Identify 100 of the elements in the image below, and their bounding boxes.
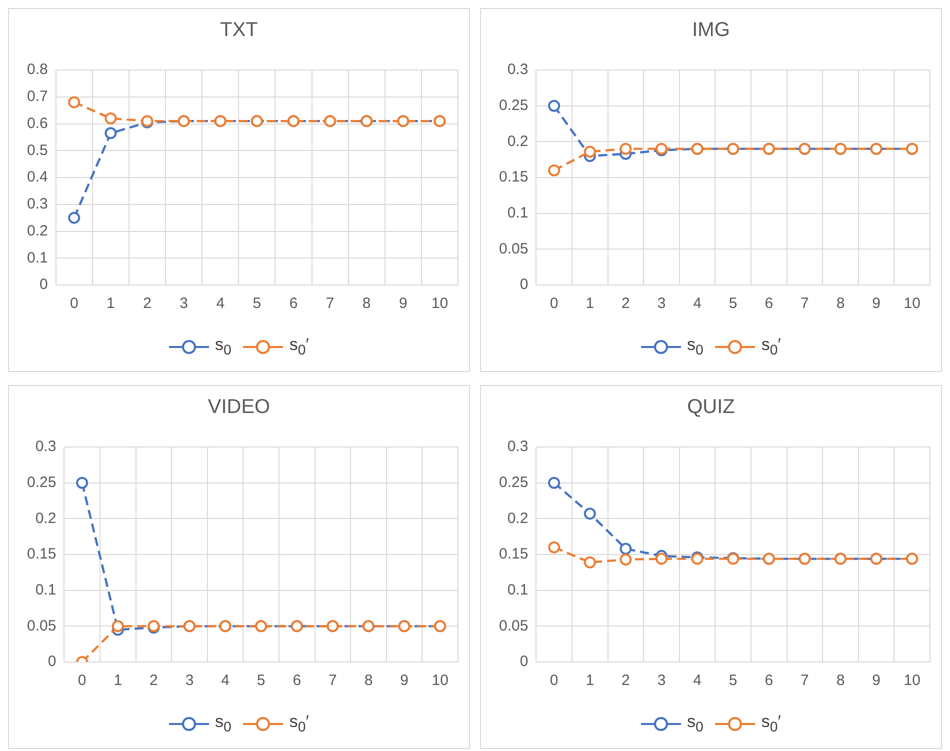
legend-label: s$_{0}$ bbox=[215, 712, 232, 736]
y-tick-label: 0.8 bbox=[26, 61, 48, 78]
y-tick-label: 0 bbox=[40, 276, 48, 294]
x-tick-label: 2 bbox=[150, 672, 158, 690]
x-tick-label: 10 bbox=[431, 295, 448, 312]
point bbox=[76, 476, 88, 489]
x-tick-label: 1 bbox=[114, 672, 122, 690]
x-tick-label: 5 bbox=[728, 295, 738, 312]
legend-label: s$_{0}$′ bbox=[761, 712, 781, 736]
x-tick-label: 9 bbox=[400, 672, 408, 690]
legend-label: s$_{0}$′ bbox=[761, 335, 781, 358]
point bbox=[584, 508, 596, 520]
y-tick-label: 0.6 bbox=[26, 114, 48, 132]
point bbox=[655, 552, 668, 565]
point bbox=[548, 541, 560, 554]
x-tick-label: 9 bbox=[398, 295, 408, 312]
x-tick-label: 3 bbox=[180, 295, 188, 312]
y-tick-label: 0.5 bbox=[26, 142, 48, 159]
chart-title: VIDEO bbox=[206, 396, 272, 419]
x-tick-label: 2 bbox=[143, 295, 152, 312]
y-tick-label: 0.1 bbox=[507, 204, 528, 222]
point bbox=[68, 96, 80, 108]
y-tick-label: 0.05 bbox=[498, 240, 528, 258]
point bbox=[104, 127, 117, 140]
point bbox=[584, 556, 596, 568]
legend-label: s$_{0}$ bbox=[215, 335, 232, 358]
y-tick-label: 0 bbox=[48, 653, 56, 670]
x-tick-label: 8 bbox=[364, 672, 373, 690]
y-tick-label: 0.2 bbox=[26, 222, 48, 240]
x-tick-label: 4 bbox=[693, 295, 702, 312]
x-tick-label: 5 bbox=[252, 295, 262, 312]
x-tick-label: 3 bbox=[657, 672, 666, 690]
x-tick-label: 8 bbox=[836, 672, 845, 690]
y-tick-label: 0.1 bbox=[26, 249, 48, 266]
y-tick-label: 0.2 bbox=[35, 510, 56, 527]
y-tick-label: 0.15 bbox=[498, 168, 528, 186]
x-tick-label: 1 bbox=[106, 295, 115, 312]
y-tick-label: 0.05 bbox=[26, 617, 56, 634]
x-tick-label: 8 bbox=[362, 295, 371, 312]
x-tick-label: 8 bbox=[836, 295, 845, 312]
y-tick-label: 0.1 bbox=[507, 581, 528, 598]
point bbox=[620, 142, 632, 155]
y-tick-label: 0.15 bbox=[498, 546, 528, 563]
x-tick-label: 5 bbox=[728, 672, 738, 690]
x-tick-label: 0 bbox=[550, 672, 558, 690]
x-tick-label: 9 bbox=[872, 295, 880, 312]
point bbox=[104, 112, 117, 124]
y-tick-label: 0.25 bbox=[498, 474, 528, 491]
x-tick-label: 10 bbox=[432, 672, 448, 690]
point bbox=[112, 620, 124, 632]
chart-title: IMG bbox=[691, 19, 731, 42]
x-tick-label: 7 bbox=[800, 672, 809, 690]
chart-title: QUIZ bbox=[686, 396, 736, 419]
x-tick-label: 0 bbox=[78, 672, 86, 690]
x-tick-label: 5 bbox=[256, 672, 266, 690]
point bbox=[548, 164, 560, 176]
x-tick-label: 7 bbox=[800, 295, 809, 312]
y-tick-label: 0.15 bbox=[26, 546, 56, 563]
x-tick-label: 7 bbox=[326, 295, 334, 312]
x-tick-label: 7 bbox=[328, 672, 337, 690]
y-tick-label: 0.05 bbox=[498, 617, 528, 634]
point bbox=[620, 542, 632, 555]
x-tick-label: 6 bbox=[764, 295, 774, 312]
x-tick-label: 10 bbox=[904, 672, 920, 690]
y-tick-label: 0.25 bbox=[26, 474, 56, 491]
legend-label: s$_{0}$′ bbox=[289, 335, 309, 358]
y-tick-label: 0.25 bbox=[498, 96, 528, 114]
y-tick-label: 0.4 bbox=[26, 168, 48, 186]
x-tick-label: 4 bbox=[216, 295, 225, 312]
point bbox=[548, 100, 560, 112]
legend-label: s$_{0}$ bbox=[687, 712, 704, 736]
y-tick-label: 0.3 bbox=[507, 61, 528, 78]
x-tick-label: 1 bbox=[586, 295, 594, 312]
point bbox=[68, 212, 80, 224]
legend-label: s$_{0}$′ bbox=[289, 712, 309, 736]
x-tick-label: 6 bbox=[764, 672, 774, 690]
y-tick-label: 0.2 bbox=[507, 132, 528, 150]
x-tick-label: 0 bbox=[70, 295, 78, 312]
x-tick-label: 3 bbox=[657, 295, 666, 312]
x-tick-label: 9 bbox=[872, 672, 880, 690]
point bbox=[620, 554, 632, 566]
point bbox=[548, 476, 560, 489]
x-tick-label: 2 bbox=[622, 295, 630, 312]
y-tick-label: 0.7 bbox=[26, 88, 48, 106]
chart-title: TXT bbox=[219, 19, 259, 42]
y-tick-label: 0.3 bbox=[35, 438, 56, 456]
x-tick-label: 4 bbox=[221, 672, 230, 690]
y-tick-label: 0 bbox=[520, 276, 528, 294]
point bbox=[584, 146, 596, 158]
x-tick-label: 10 bbox=[904, 295, 920, 312]
x-tick-label: 1 bbox=[586, 672, 594, 690]
x-tick-label: 3 bbox=[185, 672, 194, 690]
x-tick-label: 4 bbox=[693, 672, 702, 690]
x-tick-label: 6 bbox=[289, 295, 298, 312]
y-tick-label: 0.1 bbox=[35, 581, 56, 598]
x-tick-label: 0 bbox=[550, 295, 558, 312]
legend-label: s$_{0}$ bbox=[687, 335, 704, 358]
y-tick-label: 0 bbox=[520, 653, 528, 670]
x-tick-label: 2 bbox=[622, 672, 630, 690]
y-tick-label: 0.3 bbox=[26, 196, 48, 213]
